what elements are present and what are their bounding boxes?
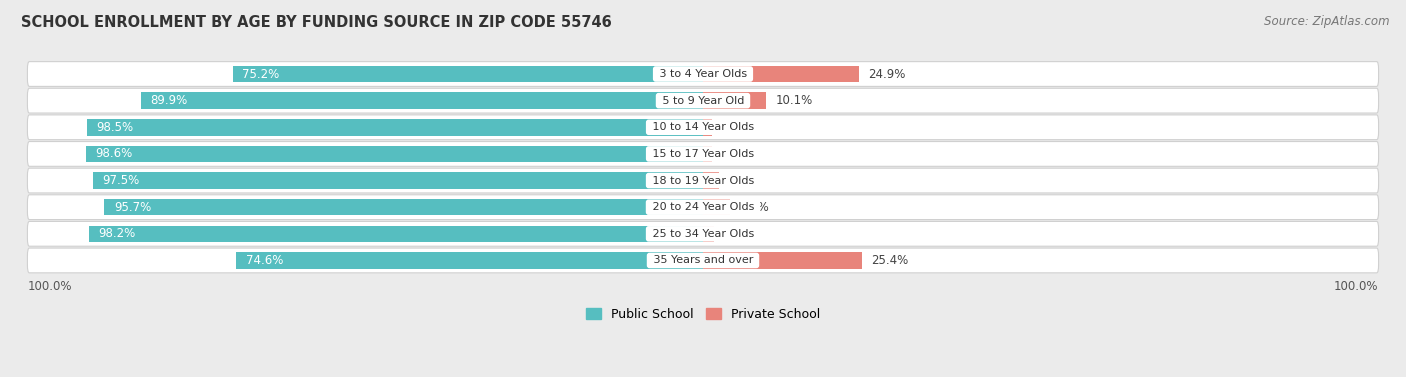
Text: 97.5%: 97.5% (103, 174, 139, 187)
FancyBboxPatch shape (27, 168, 1379, 193)
FancyBboxPatch shape (27, 88, 1379, 113)
FancyBboxPatch shape (27, 115, 1379, 139)
Text: 10 to 14 Year Olds: 10 to 14 Year Olds (648, 122, 758, 132)
Bar (703, 66, 859, 82)
Bar (141, 92, 703, 109)
Text: 95.7%: 95.7% (114, 201, 150, 214)
Bar (89, 225, 703, 242)
Text: 1.8%: 1.8% (724, 227, 754, 240)
Bar (703, 172, 718, 189)
Text: 35 Years and over: 35 Years and over (650, 256, 756, 265)
Text: 25.4%: 25.4% (872, 254, 908, 267)
Bar (703, 119, 713, 136)
Text: 15 to 17 Year Olds: 15 to 17 Year Olds (648, 149, 758, 159)
Text: 20 to 24 Year Olds: 20 to 24 Year Olds (648, 202, 758, 212)
Text: 24.9%: 24.9% (868, 67, 905, 81)
FancyBboxPatch shape (27, 141, 1379, 166)
Text: 1.5%: 1.5% (721, 147, 752, 161)
Legend: Public School, Private School: Public School, Private School (581, 303, 825, 326)
Text: 98.5%: 98.5% (96, 121, 134, 134)
Bar (703, 92, 766, 109)
FancyBboxPatch shape (27, 248, 1379, 273)
Text: 98.6%: 98.6% (96, 147, 134, 161)
Text: 75.2%: 75.2% (242, 67, 280, 81)
Bar (703, 225, 714, 242)
Bar (86, 146, 703, 162)
Text: 98.2%: 98.2% (98, 227, 135, 240)
Text: 89.9%: 89.9% (150, 94, 187, 107)
Text: 74.6%: 74.6% (246, 254, 283, 267)
Text: 100.0%: 100.0% (1334, 280, 1378, 293)
Bar (87, 119, 703, 136)
Text: 1.5%: 1.5% (721, 121, 752, 134)
Text: 2.5%: 2.5% (728, 174, 758, 187)
Text: 3 to 4 Year Olds: 3 to 4 Year Olds (655, 69, 751, 79)
Bar (703, 199, 730, 215)
Text: 25 to 34 Year Olds: 25 to 34 Year Olds (648, 229, 758, 239)
Text: 100.0%: 100.0% (28, 280, 72, 293)
Text: SCHOOL ENROLLMENT BY AGE BY FUNDING SOURCE IN ZIP CODE 55746: SCHOOL ENROLLMENT BY AGE BY FUNDING SOUR… (21, 15, 612, 30)
Text: Source: ZipAtlas.com: Source: ZipAtlas.com (1264, 15, 1389, 28)
Bar (236, 252, 703, 269)
Text: 10.1%: 10.1% (776, 94, 813, 107)
Text: 18 to 19 Year Olds: 18 to 19 Year Olds (648, 176, 758, 185)
Bar (232, 66, 703, 82)
FancyBboxPatch shape (27, 195, 1379, 219)
Bar (703, 252, 862, 269)
FancyBboxPatch shape (27, 221, 1379, 246)
FancyBboxPatch shape (27, 61, 1379, 86)
Bar (93, 172, 703, 189)
Bar (104, 199, 703, 215)
Text: 4.3%: 4.3% (740, 201, 769, 214)
Bar (703, 146, 713, 162)
Text: 5 to 9 Year Old: 5 to 9 Year Old (658, 96, 748, 106)
